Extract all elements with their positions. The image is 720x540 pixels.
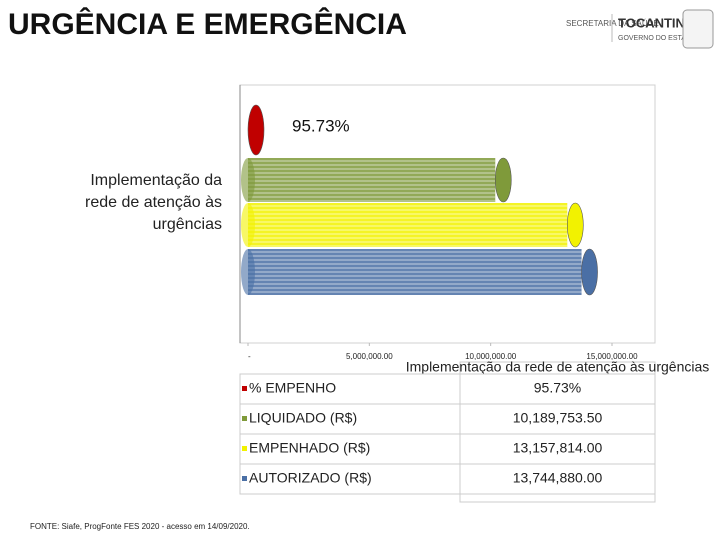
bar xyxy=(241,248,598,296)
legend-swatch xyxy=(242,416,247,421)
table-cell xyxy=(459,463,656,495)
bar xyxy=(241,202,584,248)
legend-swatch xyxy=(242,446,247,451)
legend-label: % EMPENHO xyxy=(249,380,336,396)
bar xyxy=(241,157,512,203)
table-value: 95.73% xyxy=(534,380,581,396)
category-label: Implementação da rede de atenção às urgê… xyxy=(85,172,222,233)
table-value: 13,157,814.00 xyxy=(513,440,603,456)
bar-part xyxy=(566,202,584,248)
x-tick-label: - xyxy=(248,352,251,361)
table-value: 13,744,880.00 xyxy=(513,470,603,486)
bar-part xyxy=(241,158,255,202)
data-label: 95.73% xyxy=(292,116,350,135)
x-tick-label: 5,000,000.00 xyxy=(346,352,393,361)
bar xyxy=(247,104,265,156)
bar-part xyxy=(241,203,255,247)
emblem xyxy=(682,9,714,49)
table-header: Implementação da rede de atenção às urgê… xyxy=(406,359,710,375)
bar-part xyxy=(241,249,255,295)
source: FONTE: Siafe, ProgFonte FES 2020 - acess… xyxy=(30,522,250,531)
x-tick-label: 15,000,000.00 xyxy=(586,352,638,361)
legend-swatch xyxy=(242,386,247,391)
bar-part xyxy=(494,157,512,203)
legend-label: LIQUIDADO (R$) xyxy=(249,410,357,426)
legend-label: AUTORIZADO (R$) xyxy=(249,470,372,486)
logo-text: TOCANTINS xyxy=(618,15,694,30)
x-tick-label: 10,000,000.00 xyxy=(465,352,517,361)
logo-text: GOVERNO DO ESTADO xyxy=(618,35,697,42)
legend-label: EMPENHADO (R$) xyxy=(249,440,370,456)
legend-swatch xyxy=(242,476,247,481)
chart-title: URGÊNCIA E EMERGÊNCIA xyxy=(8,7,407,41)
bar-part xyxy=(247,104,265,156)
table-value: 10,189,753.50 xyxy=(513,410,603,426)
bar-part xyxy=(581,248,598,296)
